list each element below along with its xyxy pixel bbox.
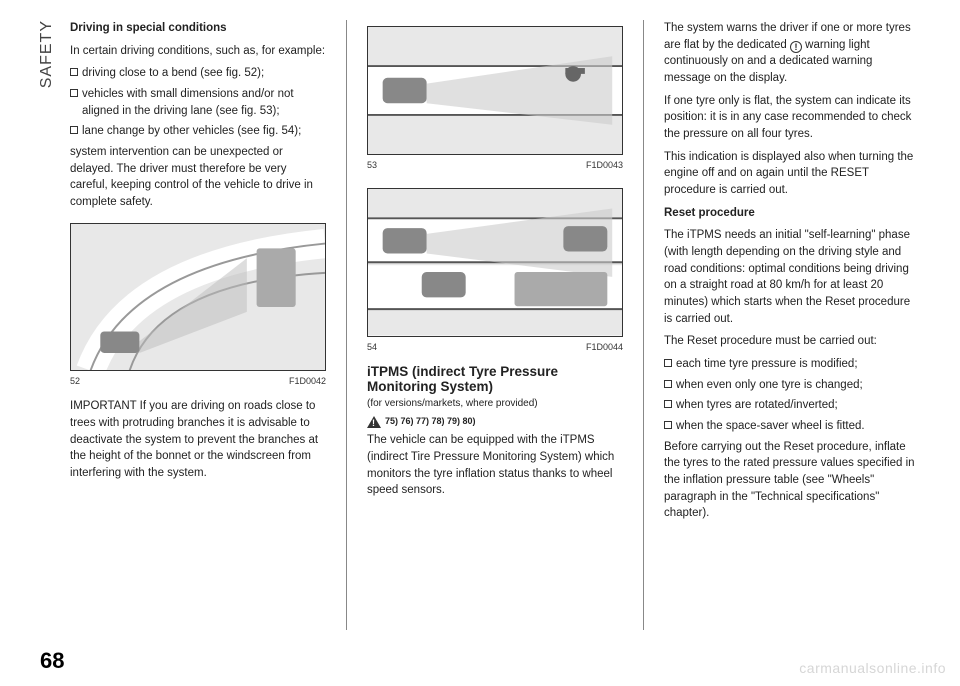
column-3: The system warns the driver if one or mo… — [664, 20, 920, 630]
p5: The Reset procedure must be carried out: — [664, 333, 920, 350]
bullet-icon — [70, 89, 78, 97]
heading-driving-conditions: Driving in special conditions — [70, 20, 326, 37]
figure-number: 54 — [367, 341, 377, 354]
reset-bullet-4: when the space-saver wheel is fitted. — [664, 418, 920, 435]
p4: The iTPMS needs an initial "self-learnin… — [664, 227, 920, 327]
figure-code: F1D0042 — [289, 375, 326, 388]
bullet-2: vehicles with small dimensions and/or no… — [70, 86, 326, 119]
warning-triangle-icon — [367, 416, 381, 428]
bullet-1: driving close to a bend (see fig. 52); — [70, 65, 326, 82]
bullet-icon — [70, 126, 78, 134]
bullet-text: lane change by other vehicles (see fig. … — [82, 123, 301, 140]
figure-number: 53 — [367, 159, 377, 172]
reset-heading: Reset procedure — [664, 205, 920, 222]
watermark: carmanualsonline.info — [799, 660, 946, 676]
bullet-icon — [664, 421, 672, 429]
page-content: Driving in special conditions In certain… — [0, 0, 960, 640]
section-subtext: (for versions/markets, where provided) — [367, 397, 623, 412]
figure-54-image — [368, 189, 622, 336]
figure-52-image — [71, 224, 325, 371]
bullet-icon — [664, 400, 672, 408]
after-bullets-text: system intervention can be unexpected or… — [70, 144, 326, 211]
section-title-itpms: iTPMS (indirect Tyre Pressure Monitoring… — [367, 364, 623, 395]
column-divider — [643, 20, 644, 630]
reset-bullet-3: when tyres are rotated/inverted; — [664, 397, 920, 414]
section-label: SAFETY — [38, 20, 56, 88]
bullet-text: when the space-saver wheel is fitted. — [676, 418, 865, 435]
bullet-icon — [70, 68, 78, 76]
warn-paragraph: The system warns the driver if one or mo… — [664, 20, 920, 87]
warning-codes: 75) 76) 77) 78) 79) 80) — [385, 415, 476, 428]
page-number: 68 — [40, 648, 64, 674]
column-2: 53 F1D0043 54 F1D0044 iTPMS (indirect — [367, 20, 623, 630]
p3: This indication is displayed also when t… — [664, 149, 920, 199]
warning-codes-line: 75) 76) 77) 78) 79) 80) — [367, 415, 623, 428]
figure-54 — [367, 188, 623, 337]
reset-bullet-2: when even only one tyre is changed; — [664, 377, 920, 394]
bullet-text: when even only one tyre is changed; — [676, 377, 863, 394]
important-note: IMPORTANT If you are driving on roads cl… — [70, 398, 326, 481]
figure-code: F1D0044 — [586, 341, 623, 354]
figure-number: 52 — [70, 375, 80, 388]
bullet-icon — [664, 380, 672, 388]
reset-bullet-1: each time tyre pressure is modified; — [664, 356, 920, 373]
itpms-body: The vehicle can be equipped with the iTP… — [367, 432, 623, 499]
intro-text: In certain driving conditions, such as, … — [70, 43, 326, 60]
figure-54-caption: 54 F1D0044 — [367, 341, 623, 354]
column-divider — [346, 20, 347, 630]
tyre-warning-icon: ! — [790, 41, 802, 53]
bullet-text: each time tyre pressure is modified; — [676, 356, 858, 373]
bullet-icon — [664, 359, 672, 367]
figure-52-caption: 52 F1D0042 — [70, 375, 326, 388]
bullet-text: vehicles with small dimensions and/or no… — [82, 86, 326, 119]
column-1: Driving in special conditions In certain… — [40, 20, 326, 630]
figure-53-image — [368, 27, 622, 154]
figure-code: F1D0043 — [586, 159, 623, 172]
p1a: The system warns the driver if one or mo… — [664, 22, 911, 51]
bullet-3: lane change by other vehicles (see fig. … — [70, 123, 326, 140]
figure-53 — [367, 26, 623, 155]
bullet-text: when tyres are rotated/inverted; — [676, 397, 838, 414]
figure-53-caption: 53 F1D0043 — [367, 159, 623, 172]
p2: If one tyre only is flat, the system can… — [664, 93, 920, 143]
figure-52 — [70, 223, 326, 372]
bullet-text: driving close to a bend (see fig. 52); — [82, 65, 264, 82]
p6: Before carrying out the Reset procedure,… — [664, 439, 920, 522]
